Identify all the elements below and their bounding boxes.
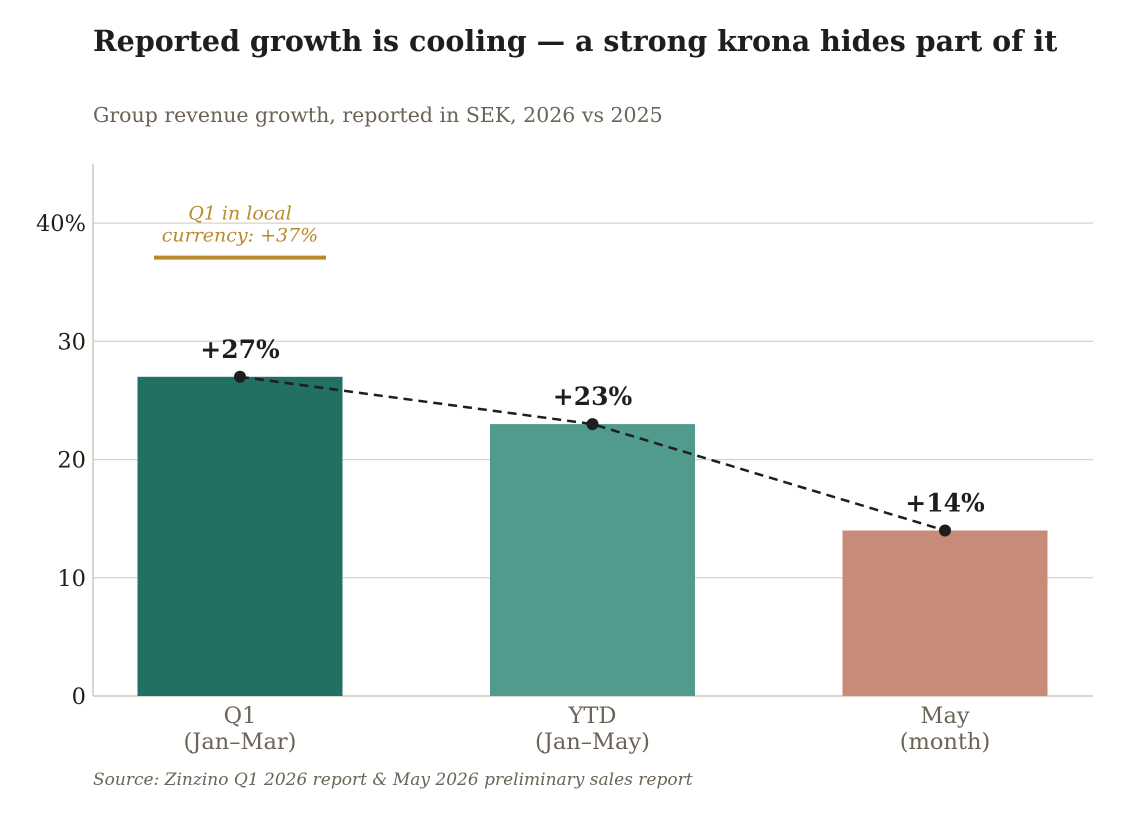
- axis-layer: 0 10 20 30 40% Q1(Jan–Mar) YTD(Jan–May) May(mon…: [36, 164, 1093, 755]
- data-label: +23%: [553, 382, 633, 411]
- bar: [842, 530, 1048, 696]
- source-note: Source: Zinzino Q1 2026 report & May 202…: [93, 770, 693, 790]
- trend-line: [239, 375, 946, 532]
- chart-subtitle: Group revenue growth, reported in SEK, 2…: [93, 103, 663, 127]
- annotation-label: currency: +37%: [162, 225, 319, 247]
- y-tick-label: 0: [72, 684, 86, 710]
- y-tick-label: 30: [57, 329, 86, 355]
- y-tick-label: 10: [57, 566, 86, 592]
- x-category-label: (month): [900, 729, 990, 755]
- trend-layer: [234, 370, 951, 537]
- bar: [490, 424, 695, 696]
- x-category-label: YTD: [568, 703, 617, 729]
- bar: [137, 376, 343, 696]
- chart-title: Reported growth is cooling — a strong kr…: [93, 24, 1058, 58]
- x-category-label: Q1: [224, 703, 257, 729]
- bar-layer: [137, 376, 1048, 696]
- x-category-label: May: [920, 703, 969, 729]
- data-label: +14%: [905, 488, 985, 517]
- trend-point: [234, 370, 246, 383]
- x-category-label: (Jan–Mar): [184, 729, 297, 755]
- y-tick-label: 20: [57, 448, 86, 474]
- trend-point: [939, 524, 951, 537]
- x-category-label: (Jan–May): [535, 729, 650, 755]
- y-tick-label: 40%: [36, 211, 86, 237]
- data-label: +27%: [200, 335, 280, 364]
- label-layer: +27% +23% +14%: [200, 335, 985, 518]
- trend-point: [586, 418, 599, 431]
- annotation-label: Q1 in local: [188, 203, 292, 225]
